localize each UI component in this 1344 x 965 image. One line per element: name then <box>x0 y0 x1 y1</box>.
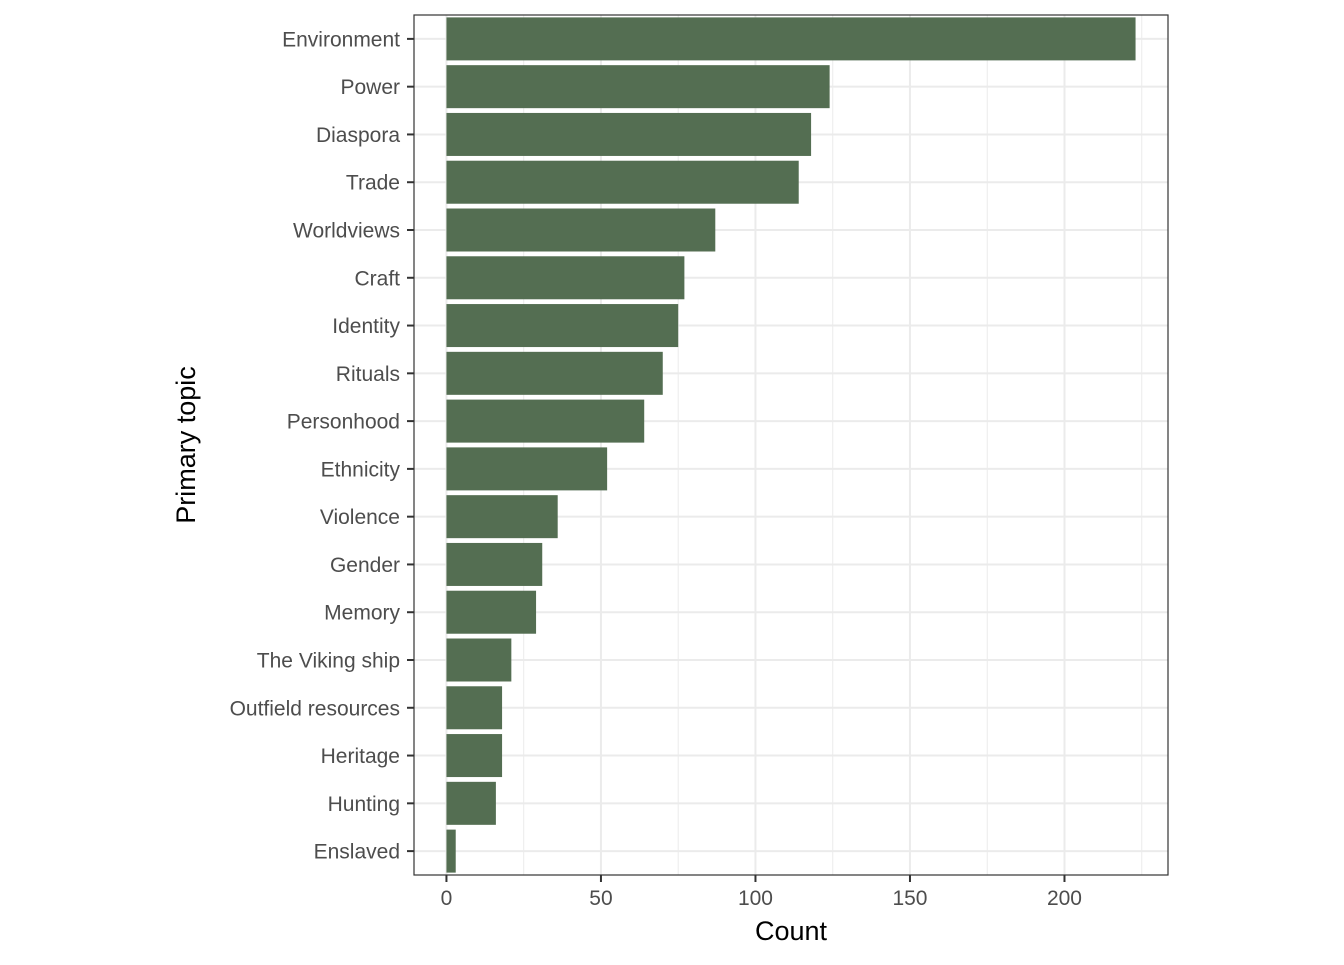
x-tick-label: 150 <box>892 887 927 910</box>
x-tick-label: 0 <box>441 887 453 910</box>
y-tick-label: Personhood <box>287 411 400 434</box>
x-tick-label: 200 <box>1047 887 1082 910</box>
bar <box>446 160 799 204</box>
panel-border <box>413 14 1169 876</box>
x-tick-label: 100 <box>738 887 773 910</box>
y-tick-label: Trade <box>346 172 400 195</box>
bar <box>446 829 456 873</box>
y-tick-label: Diaspora <box>316 124 400 147</box>
y-axis: Environment Power Diaspora Trade Worldviews C… <box>230 28 414 864</box>
bar <box>446 208 716 252</box>
y-tick-label: Power <box>340 76 400 99</box>
bar <box>446 447 608 491</box>
bar <box>446 542 543 586</box>
y-tick-label: Ethnicity <box>321 458 401 481</box>
bar <box>446 256 685 300</box>
bar <box>446 686 503 730</box>
y-tick-label: Craft <box>354 267 400 290</box>
y-tick-label: Violence <box>320 506 400 529</box>
y-tick-label: Identity <box>332 315 400 338</box>
bars <box>446 17 1136 873</box>
y-tick-label: Environment <box>282 28 400 51</box>
y-tick-label: Memory <box>324 602 400 625</box>
bar <box>446 351 663 395</box>
x-axis: 0 50 100 150 200 <box>441 875 1082 910</box>
bar <box>446 65 830 109</box>
y-axis-title: Primary topic <box>171 366 201 524</box>
y-tick-label: Rituals <box>336 363 400 386</box>
bar <box>446 734 503 778</box>
y-tick-label: Heritage <box>321 745 400 768</box>
panel-background <box>414 15 1168 875</box>
y-tick-label: The Viking ship <box>257 650 400 673</box>
x-tick-label: 50 <box>589 887 612 910</box>
y-tick-label: Hunting <box>328 793 400 816</box>
bar <box>446 590 537 634</box>
bar <box>446 304 679 348</box>
bar <box>446 638 512 682</box>
y-tick-label: Enslaved <box>314 841 400 864</box>
bar <box>446 17 1136 61</box>
bar <box>446 399 645 443</box>
bar <box>446 781 496 825</box>
x-axis-title: Count <box>755 916 828 946</box>
y-tick-label: Worldviews <box>293 220 400 243</box>
bar <box>446 112 812 156</box>
y-tick-label: Gender <box>330 554 400 577</box>
bar <box>446 495 558 539</box>
y-tick-label: Outfield resources <box>230 697 400 720</box>
